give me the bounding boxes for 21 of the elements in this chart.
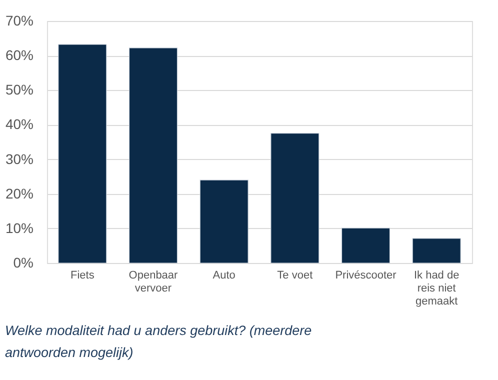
x-tick-label: Privéscooter	[335, 270, 397, 282]
bar	[128, 48, 178, 264]
bar	[412, 238, 461, 264]
y-tick-label: 40%	[5, 116, 34, 132]
x-tick-label: Te voet	[277, 270, 313, 282]
y-tick-label: 70%	[5, 12, 34, 28]
x-tick-label: Ik had de reis niet gemaakt	[414, 270, 460, 308]
bar	[58, 44, 107, 264]
y-tick-label: 50%	[5, 82, 34, 98]
y-tick-label: 30%	[5, 150, 34, 167]
bar	[200, 180, 248, 264]
x-tick-label: Auto	[212, 270, 236, 282]
bar	[341, 228, 390, 264]
y-tick-label: 60%	[5, 47, 34, 64]
x-tick-label: Fiets	[70, 270, 95, 282]
text: Welke modaliteit had u anders gebruikt? (meerdere antwoorden mogelijk)	[4, 323, 312, 360]
y-tick-label: 20%	[5, 185, 34, 202]
y-tick-label: 10%	[5, 220, 34, 236]
bar	[270, 133, 320, 264]
y-tick-label: 0%	[13, 254, 34, 270]
x-tick-label: Openbaar vervoer	[128, 270, 178, 294]
